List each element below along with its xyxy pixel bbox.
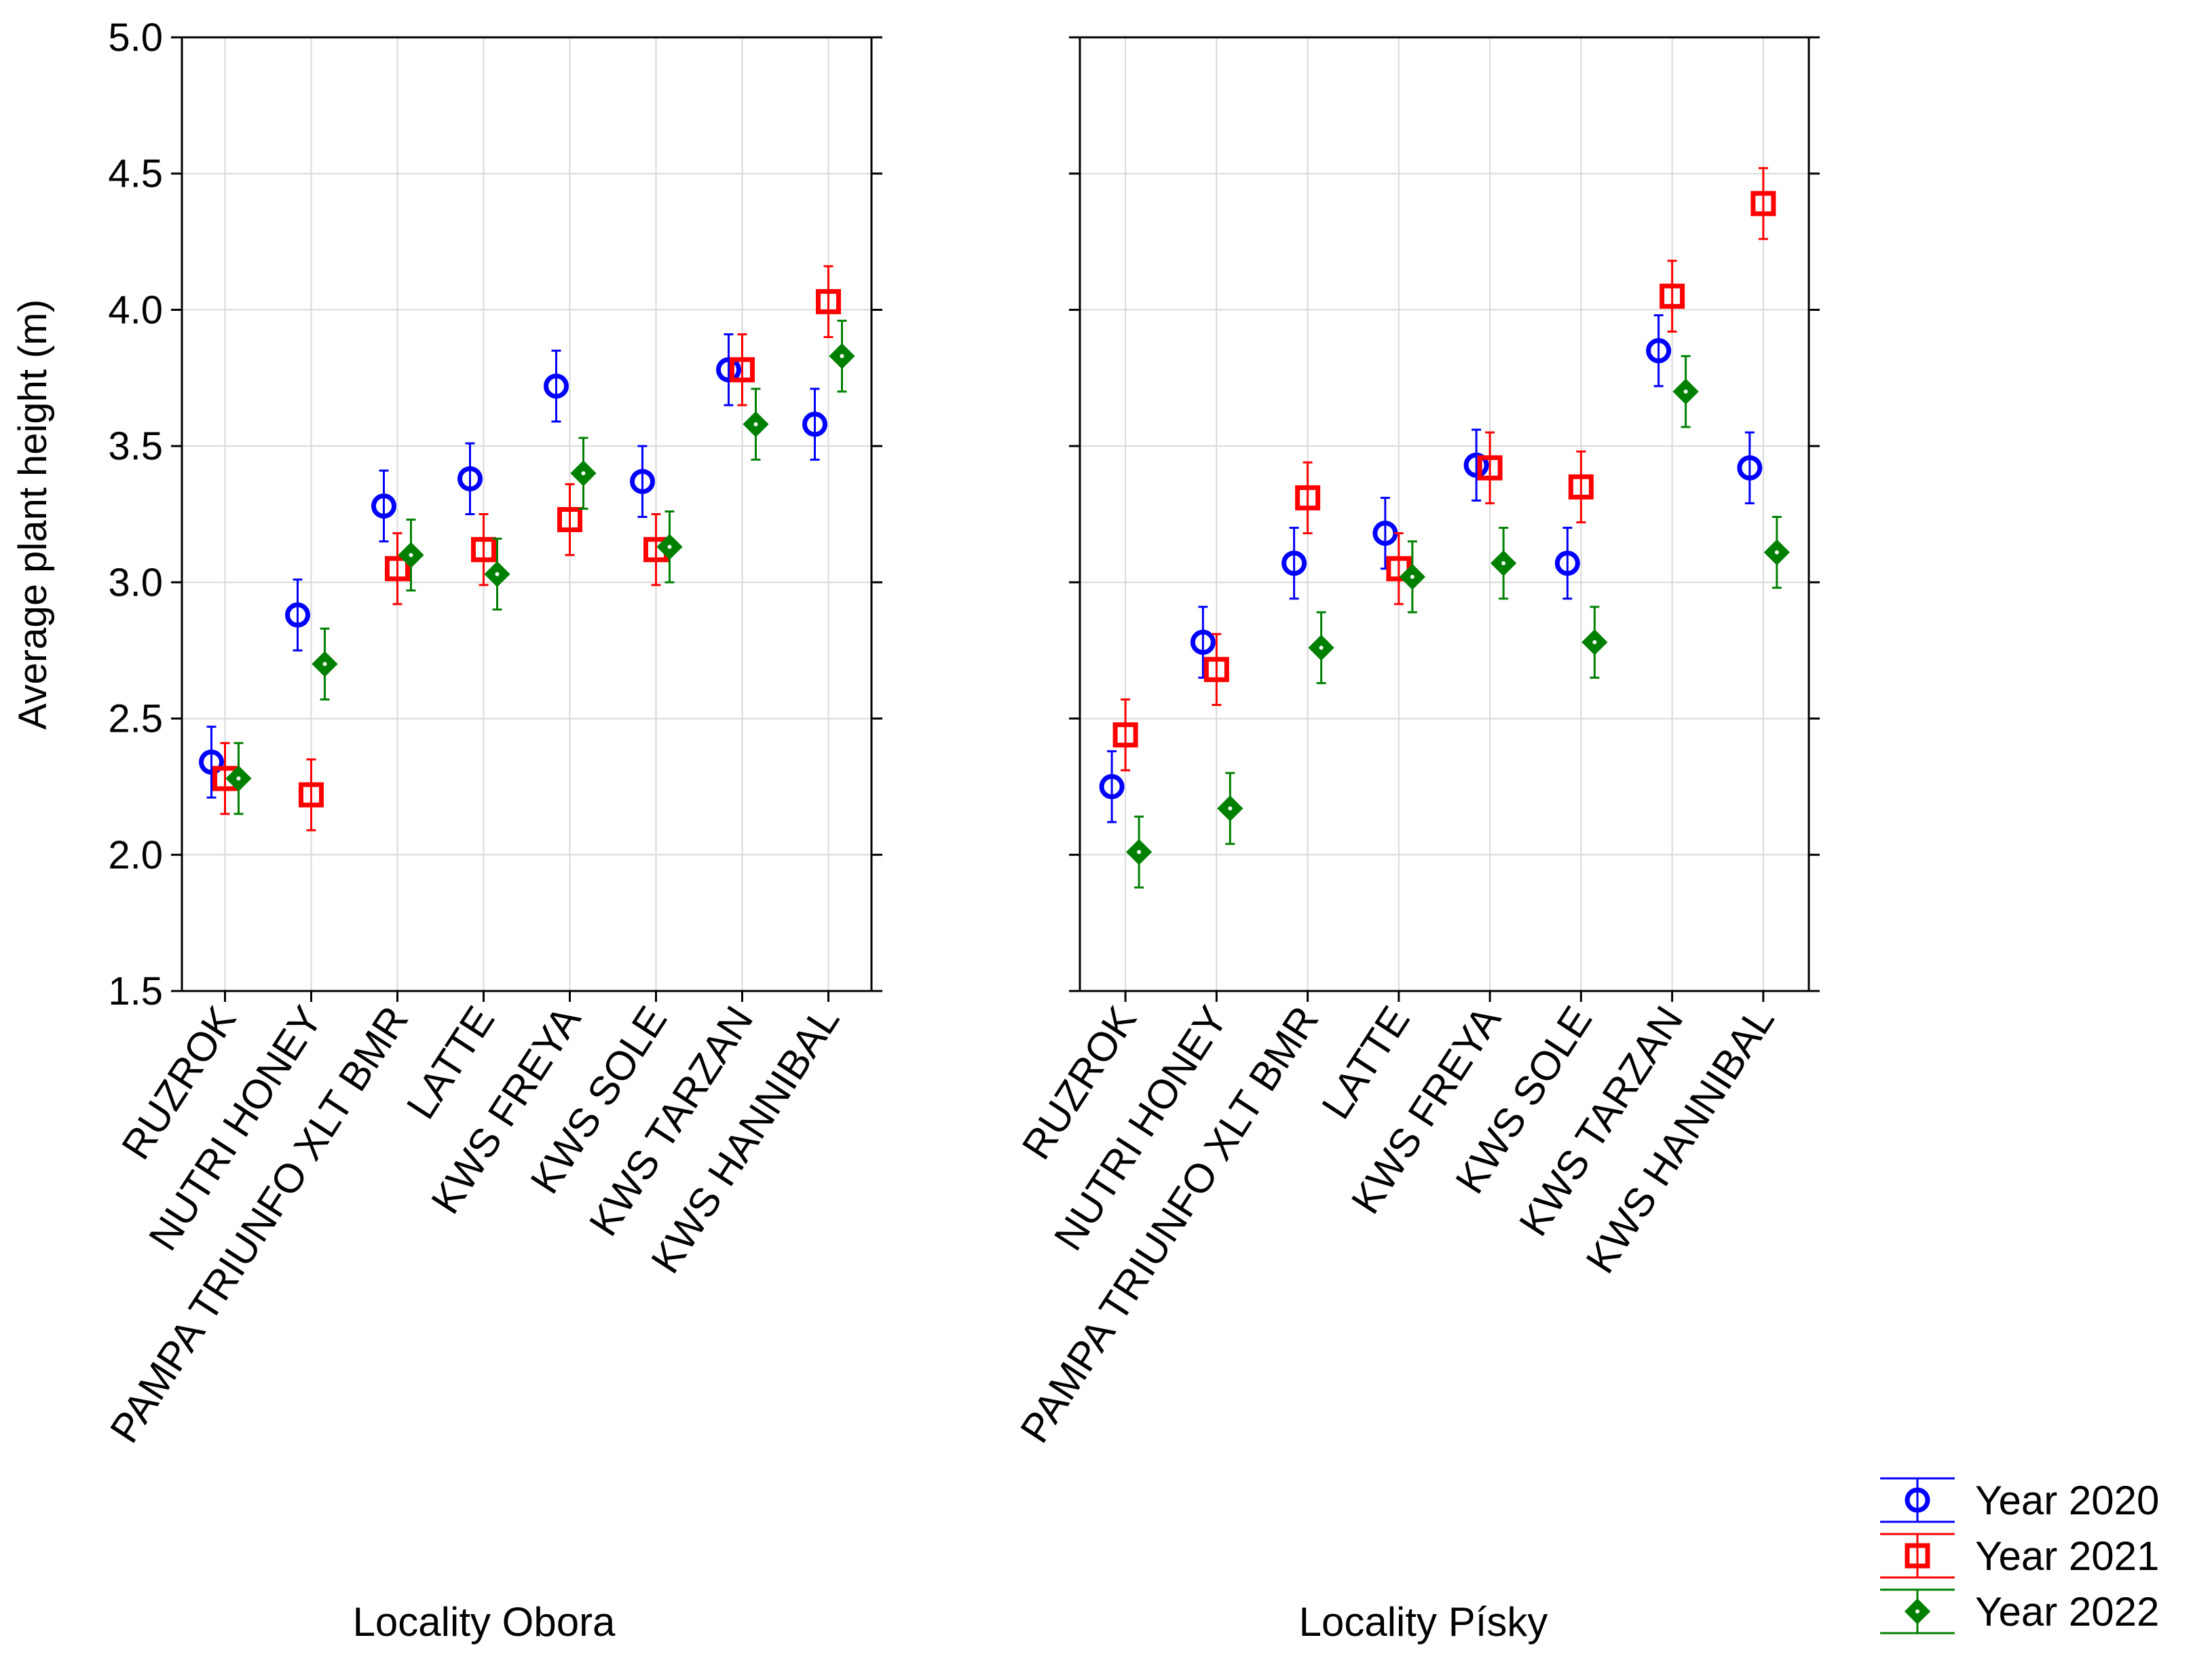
legend-label: Year 2021	[1975, 1533, 2159, 1579]
data-point	[716, 357, 741, 383]
panel-title: Locality Písky	[1299, 1599, 1548, 1645]
data-point	[1295, 485, 1321, 510]
data-point-center	[1592, 640, 1597, 645]
series-year-2021	[212, 265, 841, 832]
legend-item-year-2021: Year 2021	[1880, 1533, 2159, 1579]
legend-marker-center	[1915, 1609, 1919, 1613]
series-year-2021	[1112, 167, 1776, 772]
data-point-center	[322, 662, 327, 667]
legend-item-year-2022: Year 2022	[1880, 1588, 2159, 1634]
data-point	[299, 782, 324, 808]
panel-title: Locality Obora	[353, 1599, 616, 1645]
plot-frame	[1079, 36, 1810, 992]
series-year-2020	[1099, 314, 1763, 823]
data-point-center	[236, 776, 241, 781]
y-axis-title: Average plant height (m)	[11, 299, 55, 730]
y-tick-label: 2.0	[108, 833, 163, 877]
data-point	[1203, 656, 1229, 682]
legend-item-year-2020: Year 2020	[1880, 1477, 2159, 1523]
series-year-2022	[1126, 355, 1791, 889]
data-point-center	[1501, 561, 1506, 565]
data-point-center	[840, 354, 844, 358]
data-point	[544, 373, 569, 399]
series-year-2022	[225, 319, 855, 815]
legend-label: Year 2020	[1975, 1478, 2159, 1523]
data-point	[199, 749, 224, 775]
data-point-center	[1319, 646, 1324, 650]
data-point	[630, 468, 655, 494]
data-point	[1477, 455, 1503, 481]
data-point-center	[495, 572, 500, 576]
legend-marker	[1905, 1543, 1930, 1569]
data-point	[1646, 338, 1672, 364]
data-point	[1281, 550, 1307, 576]
data-point	[285, 602, 310, 628]
data-point-center	[581, 471, 586, 476]
data-point	[371, 493, 396, 519]
y-tick-label: 3.0	[108, 561, 163, 605]
legend-marker	[1905, 1487, 1930, 1513]
data-point	[557, 507, 582, 533]
data-point	[1750, 191, 1776, 217]
data-point-center	[409, 553, 413, 557]
data-point	[802, 411, 827, 437]
legend-label: Year 2022	[1975, 1589, 2159, 1634]
data-point	[1112, 722, 1138, 748]
data-point	[730, 357, 755, 383]
data-point	[1660, 283, 1685, 309]
data-point-center	[1228, 806, 1233, 811]
data-point	[471, 537, 496, 563]
data-point-center	[1774, 550, 1779, 555]
y-tick-label: 1.5	[108, 969, 163, 1013]
data-point-center	[1137, 850, 1142, 855]
data-point-center	[1683, 389, 1688, 394]
data-point	[385, 556, 410, 582]
legend: Year 2020 Year 2021 Year 2022	[1880, 1477, 2159, 1634]
y-tick-label: 3.5	[108, 424, 163, 468]
data-point	[1568, 474, 1594, 500]
data-point-center	[753, 422, 758, 427]
data-point-center	[667, 544, 672, 549]
y-tick-label: 4.0	[108, 288, 163, 332]
data-point	[1554, 550, 1580, 576]
data-point	[1099, 774, 1125, 800]
y-tick-label: 2.5	[108, 697, 163, 741]
data-point	[1190, 629, 1216, 655]
series-year-2020	[199, 333, 827, 799]
data-point	[1737, 455, 1763, 481]
y-tick-label: 4.5	[108, 152, 163, 196]
y-tick-label: 5.0	[108, 16, 163, 60]
data-point	[1463, 452, 1489, 478]
data-point	[816, 288, 841, 314]
data-point-center	[1410, 574, 1414, 579]
plot-frame	[181, 36, 873, 992]
data-point	[457, 466, 483, 491]
